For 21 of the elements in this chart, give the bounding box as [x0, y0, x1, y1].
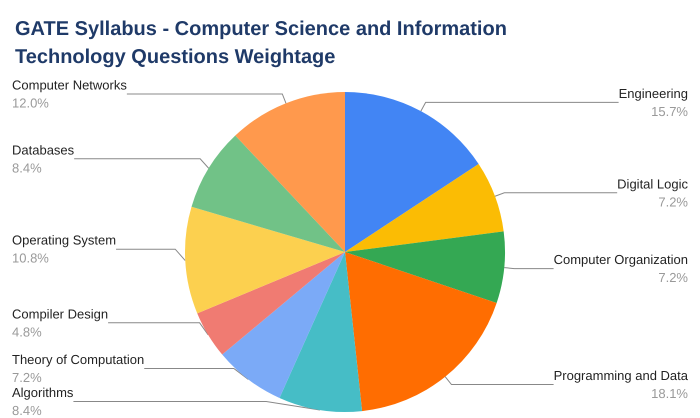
data-label: 18.1%: [651, 386, 688, 402]
slice-label: Programming and Data: [554, 368, 689, 384]
slice-label: Databases: [12, 142, 75, 158]
slice-label: Computer Organization: [554, 252, 688, 268]
slice-label: Compiler Design: [12, 306, 108, 322]
data-label: 12.0%: [12, 95, 50, 110]
slice-label: Computer Networks: [12, 77, 128, 92]
data-label: 8.4%: [12, 403, 42, 418]
slice-label: Theory of Computation: [12, 352, 144, 367]
data-label: 7.2%: [12, 370, 42, 385]
slice-label: Operating System: [12, 232, 116, 248]
data-label: 10.8%: [12, 250, 50, 266]
data-label: 4.8%: [12, 324, 42, 340]
data-label: 15.7%: [651, 104, 688, 119]
chart-title: GATE Syllabus - Computer Science and Information Technology Questions Weightage: [15, 18, 512, 68]
slice-label: Engineering: [618, 86, 688, 101]
data-label: 7.2%: [658, 270, 688, 286]
data-label: 7.2%: [658, 194, 688, 210]
slice-label: Algorithms: [12, 385, 74, 400]
slice-label: Digital Logic: [617, 176, 688, 192]
data-label: 8.4%: [12, 160, 42, 176]
